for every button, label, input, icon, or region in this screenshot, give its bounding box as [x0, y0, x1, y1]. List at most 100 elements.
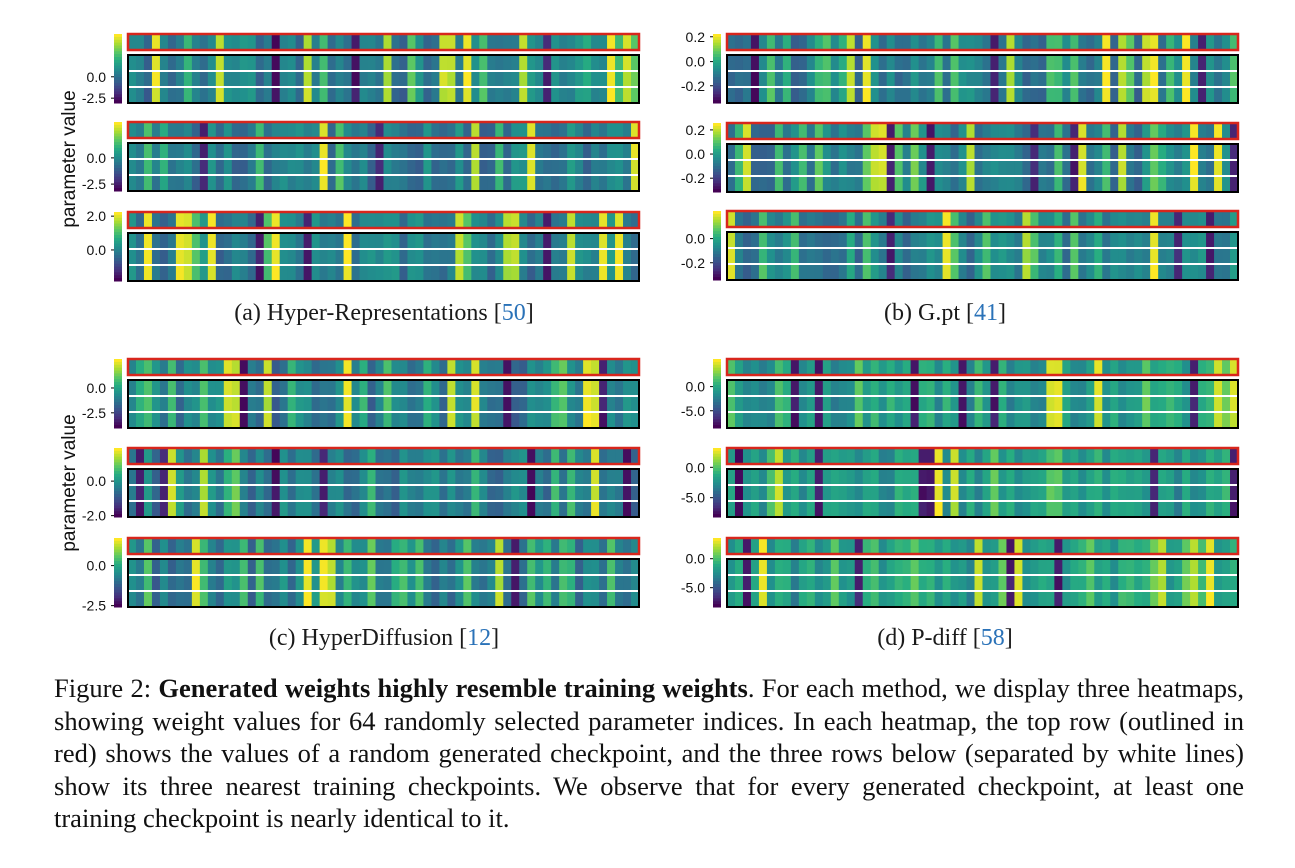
generated-cell — [774, 538, 784, 554]
heatmap-c-3: 0.0-2.5 — [82, 536, 641, 614]
training-cell — [631, 469, 640, 486]
training-cell — [375, 265, 385, 282]
training-cell — [135, 159, 145, 176]
training-cell — [479, 265, 488, 282]
ref-link-12[interactable]: 12 — [467, 625, 492, 651]
training-cell — [894, 144, 904, 161]
training-cell — [942, 469, 952, 486]
generated-cell — [431, 212, 440, 228]
training-cell — [862, 55, 872, 72]
training-cell — [1054, 144, 1063, 161]
training-cell — [599, 591, 608, 608]
training-cell — [447, 71, 456, 88]
training-cell — [359, 233, 369, 250]
training-cell — [734, 591, 744, 608]
training-cell — [822, 55, 832, 72]
training-cell — [1174, 469, 1183, 486]
training-cell — [910, 87, 920, 104]
ref-link-58[interactable]: 58 — [980, 625, 1005, 651]
training-cell — [431, 591, 440, 608]
colorbar-segment — [713, 370, 721, 374]
training-cell — [479, 380, 488, 397]
training-cell — [742, 501, 752, 518]
training-cell — [439, 575, 448, 592]
training-cell — [878, 412, 888, 429]
training-cell — [1014, 412, 1024, 429]
colorbar-tick-label: 0.0 — [686, 146, 706, 162]
training-cell — [215, 55, 225, 72]
training-cell — [367, 591, 377, 608]
training-cell — [495, 380, 504, 397]
training-cell — [926, 144, 936, 161]
training-cell — [1190, 264, 1199, 281]
training-cell — [591, 143, 600, 160]
generated-cell — [399, 538, 409, 554]
generated-cell — [631, 359, 640, 375]
training-cell — [207, 501, 217, 518]
training-cell — [128, 380, 137, 397]
training-cell — [1166, 160, 1175, 177]
training-cell — [950, 591, 960, 608]
colorbar-segment — [114, 543, 122, 548]
training-cell — [982, 501, 992, 518]
generated-cell — [287, 34, 297, 50]
training-cell — [1142, 469, 1151, 486]
generated-cell — [231, 448, 241, 464]
training-cell — [1006, 485, 1016, 502]
colorbar-segment — [713, 485, 721, 489]
generated-cell — [1022, 211, 1031, 227]
colorbar-segment — [713, 361, 721, 366]
training-cell — [734, 485, 744, 502]
training-cell — [479, 469, 488, 486]
training-cell — [838, 575, 848, 592]
training-cell — [1022, 87, 1031, 104]
training-cell — [814, 575, 824, 592]
training-cell — [1070, 55, 1079, 72]
training-cell — [727, 71, 736, 88]
colorbar-segment — [114, 499, 122, 504]
training-cell — [159, 265, 169, 282]
generated-cell — [1046, 211, 1055, 227]
training-cell — [591, 233, 600, 250]
colorbar-segment — [713, 234, 721, 238]
training-cell — [1198, 55, 1207, 72]
generated-cell — [471, 212, 480, 228]
training-cell — [1022, 396, 1031, 413]
training-cell — [271, 469, 281, 486]
generated-cell — [223, 122, 233, 138]
generated-cell — [1166, 448, 1175, 464]
generated-cell — [367, 122, 377, 138]
training-cell — [623, 501, 632, 518]
colorbar-segment — [713, 575, 721, 579]
colorbar-segment — [713, 271, 721, 275]
training-cell — [854, 396, 864, 413]
training-cell — [1078, 380, 1087, 397]
generated-cell — [1030, 123, 1039, 139]
generated-cell — [854, 359, 864, 375]
training-cell — [982, 559, 992, 576]
colorbar-segment — [114, 94, 122, 98]
training-cell — [974, 396, 984, 413]
generated-cell — [263, 122, 273, 138]
training-cell — [607, 233, 616, 250]
colorbar-segment — [713, 259, 721, 264]
training-cell — [1014, 485, 1024, 502]
colorbar-segment — [114, 100, 122, 104]
training-cell — [543, 412, 552, 429]
generated-cell — [942, 211, 952, 227]
training-cell — [902, 501, 912, 518]
training-cell — [998, 144, 1008, 161]
colorbar-segment — [114, 168, 122, 172]
training-cell — [982, 264, 992, 281]
training-cell — [1190, 87, 1199, 104]
training-cell — [471, 175, 480, 192]
training-cell — [727, 264, 736, 281]
generated-cell — [1030, 34, 1039, 50]
training-cell — [806, 501, 816, 518]
colorbar-segment — [713, 171, 721, 176]
ref-link-41[interactable]: 41 — [973, 300, 998, 326]
training-cell — [231, 233, 241, 250]
generated-cell — [758, 211, 768, 227]
ref-link-50[interactable]: 50 — [501, 300, 526, 326]
training-cell — [782, 469, 792, 486]
